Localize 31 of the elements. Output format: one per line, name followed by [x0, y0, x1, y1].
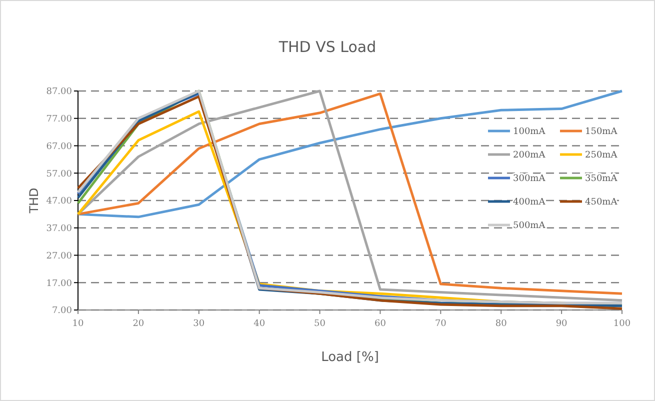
x-tick-label: 90 [556, 319, 568, 329]
x-tick-label: 20 [132, 319, 144, 329]
y-tick-label: 57.00 [46, 169, 72, 180]
y-tick-label: 7.00 [52, 306, 72, 316]
x-axis-title: Load [%] [321, 350, 379, 365]
x-tick-label: 50 [314, 319, 326, 329]
legend-label: 150mA [585, 127, 618, 138]
chart-title: THD VS Load [278, 38, 376, 56]
x-tick-label: 30 [193, 319, 205, 329]
x-tick-label: 40 [254, 319, 266, 329]
y-tick-label: 17.00 [46, 278, 72, 289]
legend-label: 350mA [585, 174, 618, 184]
line-series [76, 90, 624, 218]
legend-label: 500mA [513, 221, 546, 232]
y-tick-label: 67.00 [46, 142, 72, 152]
x-tick-label: 10 [72, 319, 84, 329]
legend-label: 300mA [513, 174, 546, 184]
y-tick-label: 77.00 [46, 114, 72, 125]
y-axis-title: THD [27, 188, 41, 214]
y-tick-label: 37.00 [46, 224, 72, 234]
x-tick-label: 60 [374, 319, 386, 329]
legend-label: 100mA [513, 127, 546, 138]
x-tick-label: 80 [495, 319, 508, 329]
x-tick-label: 70 [434, 319, 447, 329]
x-tick-label: 100 [613, 319, 631, 329]
legend-label: 250mA [585, 150, 618, 161]
y-tick-label: 87.00 [46, 87, 72, 98]
y-tick-label: 27.00 [46, 251, 72, 262]
legend-label: 400mA [513, 198, 546, 208]
y-tick-label: 47.00 [46, 196, 72, 207]
legend-label: 200mA [513, 150, 546, 161]
